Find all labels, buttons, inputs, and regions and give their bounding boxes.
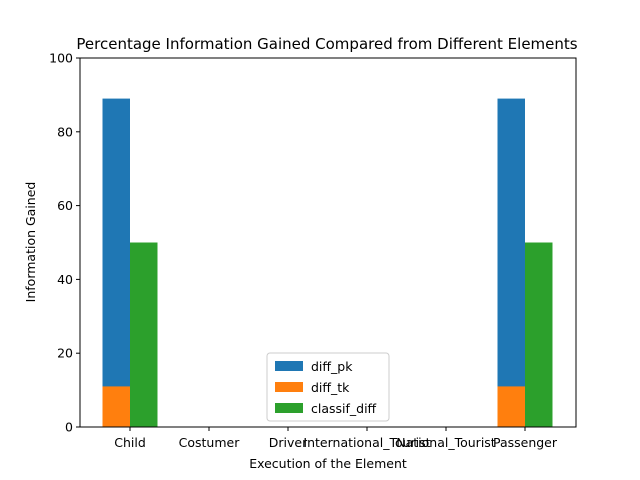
legend: diff_pk diff_tk classif_diff bbox=[266, 352, 390, 422]
x-tick-label: Driver bbox=[269, 435, 308, 450]
bar-classif_diff-passenger bbox=[525, 242, 553, 427]
legend-label-diff_tk: diff_tk bbox=[311, 380, 350, 395]
bars-group bbox=[102, 98, 553, 427]
bar-diff_pk-passenger bbox=[497, 98, 525, 427]
y-tick-label: 60 bbox=[57, 198, 73, 213]
x-tick-label: National_Tourist bbox=[396, 435, 496, 450]
y-tick-label: 0 bbox=[65, 420, 73, 435]
legend-swatch-classif_diff bbox=[275, 403, 303, 413]
plot-frame bbox=[79, 57, 577, 428]
y-tick-label: 80 bbox=[57, 124, 73, 139]
x-axis-ticks: Child Costumer DriverInternational_Tourist… bbox=[114, 427, 558, 450]
legend-label-classif_diff: classif_diff bbox=[311, 401, 377, 416]
y-axis-ticks: 0 20 40 60 80 100 bbox=[49, 51, 80, 435]
bar-diff_pk-child bbox=[102, 98, 130, 427]
bar-diff_tk-passenger bbox=[497, 386, 525, 427]
y-tick-label: 100 bbox=[49, 51, 73, 66]
bar-diff_tk-child bbox=[102, 386, 130, 427]
legend-label-diff_pk: diff_pk bbox=[311, 359, 353, 374]
y-tick-label: 20 bbox=[57, 346, 73, 361]
bar-classif_diff-child bbox=[130, 242, 158, 427]
y-tick-label: 40 bbox=[57, 272, 73, 287]
legend-swatch-diff_tk bbox=[275, 382, 303, 392]
x-tick-label: Child bbox=[114, 435, 146, 450]
y-axis-title: Information Gained bbox=[23, 182, 38, 303]
chart-title: Percentage Information Gained Compared f… bbox=[76, 35, 577, 53]
x-tick-label: Passenger bbox=[493, 435, 558, 450]
x-axis-title: Execution of the Element bbox=[249, 456, 407, 471]
legend-swatch-diff_pk bbox=[275, 361, 303, 371]
x-tick-label: International_Tourist bbox=[303, 435, 430, 450]
x-tick-label: Costumer bbox=[179, 435, 241, 450]
